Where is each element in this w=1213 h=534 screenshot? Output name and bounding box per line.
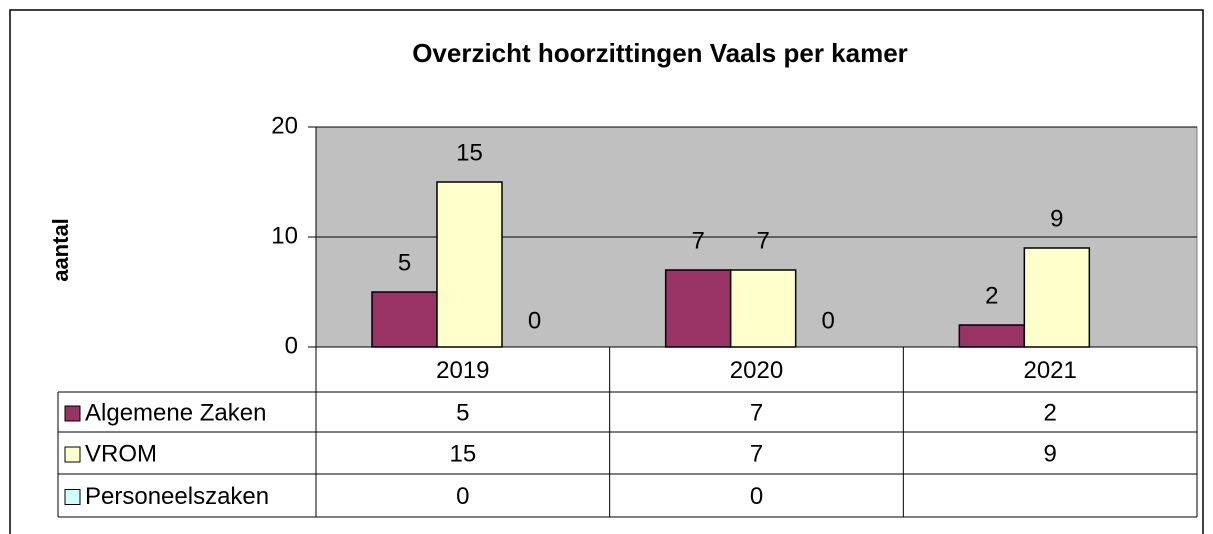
bar	[729, 269, 797, 348]
legend-key	[64, 489, 81, 505]
chart-title: Overzicht hoorzittingen Vaals per kamer	[412, 38, 908, 68]
table-value: 5	[456, 399, 469, 426]
table-value: 0	[750, 483, 763, 510]
y-tick-label: 0	[285, 332, 298, 359]
bar	[436, 181, 503, 348]
data-label: 2	[985, 282, 998, 309]
data-label: 7	[691, 227, 704, 254]
legend-key	[64, 405, 81, 422]
y-tick-label: 20	[271, 112, 298, 139]
data-label: 15	[456, 139, 483, 166]
table-value: 0	[456, 483, 469, 510]
y-axis-label: aantal	[48, 218, 73, 282]
legend-label: VROM	[85, 440, 157, 467]
x-tick-label: 2019	[436, 357, 489, 384]
y-tick-label: 10	[271, 222, 298, 249]
table-value: 7	[750, 399, 763, 426]
bar	[371, 291, 438, 348]
x-tick-label: 2021	[1023, 357, 1076, 384]
x-tick-label: 2020	[730, 357, 783, 384]
legend-key	[64, 446, 81, 463]
table-value: 2	[1043, 399, 1056, 426]
table-value: 9	[1043, 440, 1056, 467]
data-label: 7	[756, 227, 769, 254]
legend-label: Algemene Zaken	[85, 399, 266, 426]
bar	[958, 324, 1026, 348]
table-value: 7	[750, 440, 763, 467]
table-value: 15	[449, 440, 476, 467]
data-label: 0	[528, 307, 541, 334]
data-label: 9	[1050, 205, 1063, 232]
bar	[664, 269, 732, 348]
data-label: 5	[398, 249, 411, 276]
legend-label: Personeelszaken	[85, 483, 269, 510]
data-label: 0	[821, 307, 834, 334]
bar	[1023, 247, 1091, 348]
